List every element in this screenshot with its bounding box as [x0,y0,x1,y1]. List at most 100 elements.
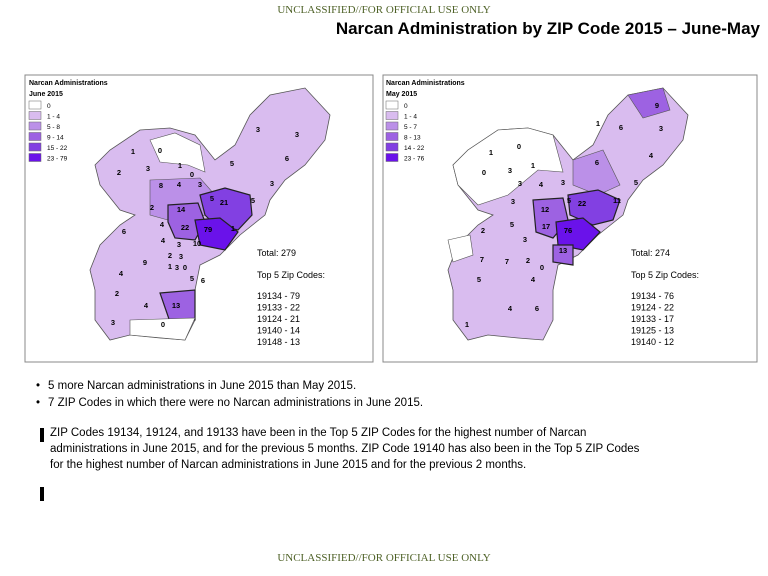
zip-area [159,289,196,323]
zip-value: 4 [160,220,165,229]
zip-value: 3 [659,124,663,133]
zip-value: 3 [111,318,115,327]
legend-swatch [385,100,399,110]
paragraph: ZIP Codes 19134, 19124, and 19133 have b… [50,427,640,471]
zip-area [452,127,564,206]
zip-value: 3 [523,235,527,244]
legend-label: 1 - 4 [404,114,417,121]
map-panel: Narcan Administrations June 2015 0 1 - 4 5 -… [24,74,374,363]
zip-value: 5 [251,196,255,205]
top5-heading: Top 5 Zip Codes: [257,270,325,280]
zip-area [194,217,239,251]
zip-value: 3 [270,179,274,188]
zip-area [552,244,574,266]
top5-item: 19124 - 21 [257,314,300,324]
zip-value: 1 [131,147,135,156]
zip-value: 5 [510,220,514,229]
zip-value: 4 [161,236,166,245]
classification-header: UNCLASSIFIED//FOR OFFICIAL USE ONLY [277,4,491,16]
zip-value: 1 [531,161,535,170]
zip-value: 4 [177,180,182,189]
bullet: 7 ZIP Codes in which there were no Narca… [36,397,423,409]
legend-label: 0 [47,103,51,110]
zip-value: 76 [564,226,572,235]
zip-area [567,189,621,226]
zip-value: 10 [193,239,201,248]
zip-value: 5 [567,196,571,205]
zip-value: 2 [526,256,530,265]
paragraph-marker [40,428,44,442]
legend-label: 23 - 76 [404,156,425,163]
top5-item: 19134 - 76 [631,291,674,301]
legend-title: Narcan Administrations [29,80,108,87]
zip-value: 3 [198,180,202,189]
legend-label: 0 [404,103,408,110]
zip-value: 2 [115,289,119,298]
legend-label: 8 - 13 [404,135,421,142]
zip-value: 4 [649,151,654,160]
zip-value: 12 [541,205,549,214]
zip-value: 0 [158,146,162,155]
zip-value: 0 [190,170,194,179]
zip-value: 5 [190,274,194,283]
zip-value: 5 [477,275,481,284]
zip-value: 0 [161,320,165,329]
legend-period: May 2015 [386,91,417,98]
zip-value: 9 [655,101,659,110]
zip-value: 3 [177,240,181,249]
top5-item: 19124 - 22 [631,303,674,313]
zip-value: 6 [285,154,289,163]
zip-value: 13 [172,301,180,310]
zip-value: 3 [175,263,179,272]
zip-value: 0 [183,263,187,272]
zip-value: 22 [181,223,189,232]
zip-value: 9 [143,258,147,267]
zip-value: 6 [535,304,539,313]
zip-value: 79 [204,225,212,234]
zip-value: 4 [531,275,536,284]
total: Total: 279 [257,248,296,258]
top5-item: 19133 - 17 [631,314,674,324]
zip-value: 3 [518,179,522,188]
legend-swatch [28,142,42,152]
zip-area [149,132,206,173]
zip-value: 3 [256,125,260,134]
classification-footer: UNCLASSIFIED//FOR OFFICIAL USE ONLY [277,552,491,564]
zip-value: 22 [578,199,586,208]
maps: Narcan Administrations June 2015 0 1 - 4 5 -… [24,74,758,363]
zip-value: 5 [230,159,234,168]
legend-swatch [385,142,399,152]
zip-value: 7 [480,255,484,264]
top5-item: 19125 - 13 [631,326,674,336]
zip-area [447,234,474,263]
legend-swatch [28,132,42,141]
legend-swatch [385,132,399,141]
zip-value: 1 [465,320,469,329]
zip-value: 17 [542,222,550,231]
zip-value: 3 [561,178,565,187]
legend-label: 15 - 22 [47,145,68,152]
top5-item: 19134 - 79 [257,291,300,301]
zip-value: 14 [177,205,186,214]
bullet: 5 more Narcan administrations in June 20… [36,380,356,392]
slide-title: Narcan Administration by ZIP Code 2015 –… [335,19,760,38]
zip-value: 0 [482,168,486,177]
legend-label: 23 - 79 [47,156,68,163]
legend-swatch [28,100,42,110]
legend-period: June 2015 [29,91,63,98]
zip-value: 0 [540,263,544,272]
zip-area [627,87,671,119]
zip-value: 1 [489,148,493,157]
zip-value: 3 [179,252,183,261]
paragraph-marker [40,487,44,501]
zip-value: 6 [595,158,599,167]
zip-value: 1 [596,119,600,128]
zip-value: 4 [508,304,513,313]
legend-label: 14 - 22 [404,145,425,152]
legend-swatch [28,121,42,131]
top5-item: 19148 - 13 [257,337,300,347]
legend-swatch [385,111,399,120]
zip-value: 2 [117,168,121,177]
top5-heading: Top 5 Zip Codes: [631,270,699,280]
